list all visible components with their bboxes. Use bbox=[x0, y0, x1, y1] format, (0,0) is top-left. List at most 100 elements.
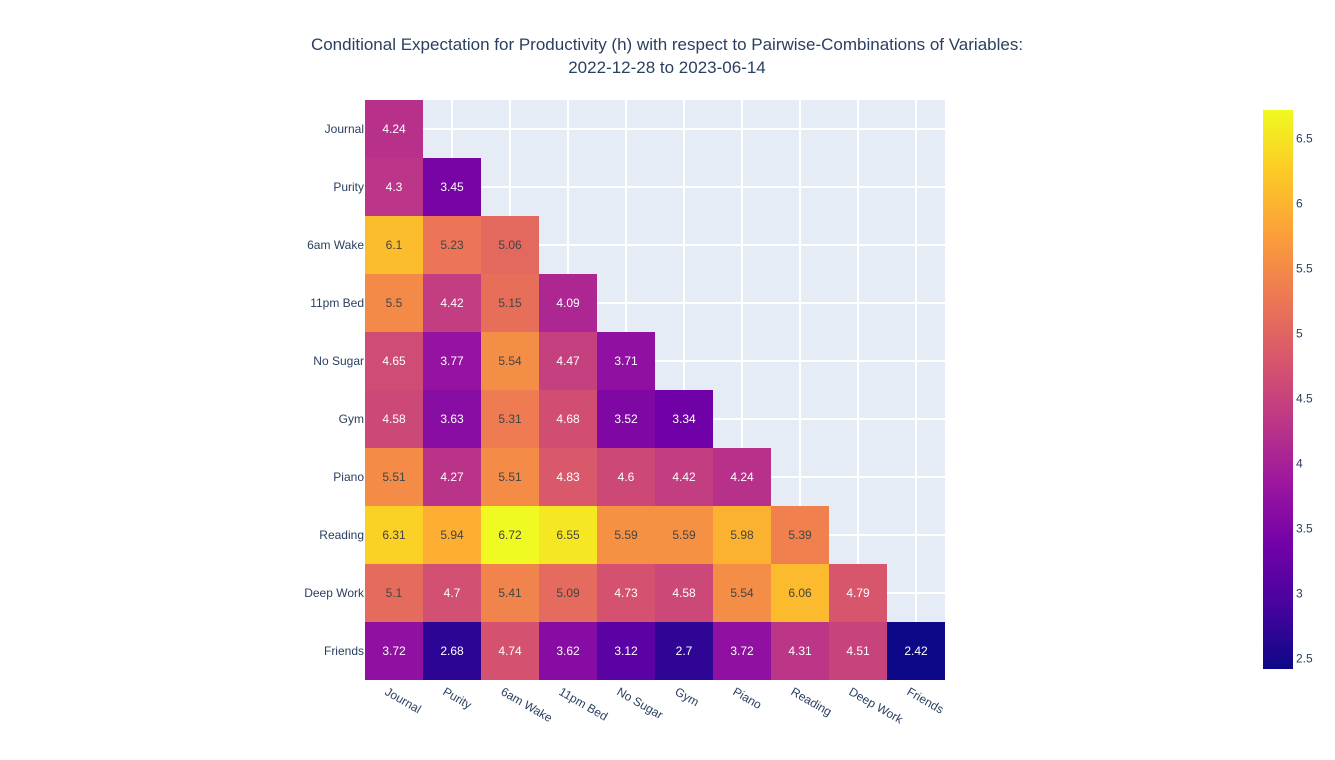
heatmap-cell bbox=[655, 390, 713, 448]
y-tick-label: Journal bbox=[325, 122, 364, 136]
heatmap-cell bbox=[771, 506, 829, 564]
cell-value-label: 4.74 bbox=[498, 644, 522, 658]
chart-subtitle: 2022-12-28 to 2023-06-14 bbox=[568, 58, 766, 77]
heatmap-cell bbox=[365, 390, 423, 448]
heatmap-cell bbox=[597, 390, 655, 448]
cell-value-label: 3.72 bbox=[382, 644, 406, 658]
cell-value-label: 4.65 bbox=[382, 354, 406, 368]
cell-value-label: 5.39 bbox=[788, 528, 812, 542]
cell-value-label: 4.24 bbox=[730, 470, 754, 484]
cell-value-label: 5.31 bbox=[498, 412, 522, 426]
heatmap-cell bbox=[539, 448, 597, 506]
heatmap-cell bbox=[481, 506, 539, 564]
heatmap-cell bbox=[365, 100, 423, 158]
heatmap-cell bbox=[539, 390, 597, 448]
heatmap-cell bbox=[829, 622, 887, 680]
cell-value-label: 5.09 bbox=[556, 586, 580, 600]
y-tick-label: 11pm Bed bbox=[310, 296, 364, 310]
heatmap-cell bbox=[481, 564, 539, 622]
heatmap-cells bbox=[365, 100, 945, 680]
cell-value-label: 3.77 bbox=[440, 354, 464, 368]
heatmap-cell bbox=[365, 622, 423, 680]
cell-value-label: 6.1 bbox=[386, 238, 403, 252]
heatmap-cell bbox=[655, 622, 713, 680]
heatmap-cell bbox=[539, 564, 597, 622]
colorbar-tick-label: 5 bbox=[1296, 327, 1303, 341]
y-tick-label: Gym bbox=[339, 412, 364, 426]
heatmap-cell bbox=[423, 332, 481, 390]
heatmap-cell bbox=[655, 564, 713, 622]
heatmap-cell bbox=[771, 622, 829, 680]
heatmap-cell bbox=[423, 448, 481, 506]
colorbar-tick-label: 6 bbox=[1296, 197, 1303, 211]
heatmap-cell bbox=[539, 622, 597, 680]
y-tick-label: Purity bbox=[333, 180, 364, 194]
heatmap-cell bbox=[539, 332, 597, 390]
cell-value-label: 6.31 bbox=[382, 528, 406, 542]
heatmap-cell bbox=[423, 390, 481, 448]
y-tick-label: Piano bbox=[333, 470, 364, 484]
heatmap-cell bbox=[365, 274, 423, 332]
cell-value-label: 2.68 bbox=[440, 644, 464, 658]
cell-value-label: 4.79 bbox=[846, 586, 870, 600]
cell-value-label: 4.58 bbox=[382, 412, 406, 426]
y-tick-label: 6am Wake bbox=[307, 238, 364, 252]
heatmap-cell bbox=[423, 564, 481, 622]
x-tick-label: Friends bbox=[905, 684, 947, 716]
cell-value-label: 4.7 bbox=[444, 586, 461, 600]
y-tick-label: Friends bbox=[324, 644, 364, 658]
x-tick-label: Gym bbox=[673, 684, 702, 709]
heatmap-cell bbox=[481, 390, 539, 448]
colorbar-ticks: 2.5 3 3.5 4 4.5 5 5.5 6 6.5 bbox=[1296, 132, 1313, 666]
colorbar-tick-label: 6.5 bbox=[1296, 132, 1313, 146]
heatmap-cell bbox=[713, 622, 771, 680]
cell-value-label: 4.31 bbox=[788, 644, 812, 658]
x-tick-label: Deep Work bbox=[847, 684, 907, 727]
heatmap-cell bbox=[365, 448, 423, 506]
heatmap-cell bbox=[365, 158, 423, 216]
heatmap-cell bbox=[481, 332, 539, 390]
heatmap-cell bbox=[713, 448, 771, 506]
heatmap-cell bbox=[365, 506, 423, 564]
cell-value-label: 4.47 bbox=[556, 354, 580, 368]
cell-value-label: 4.3 bbox=[386, 180, 403, 194]
cell-value-label: 5.59 bbox=[614, 528, 638, 542]
heatmap-cell bbox=[597, 506, 655, 564]
cell-value-label: 3.71 bbox=[614, 354, 638, 368]
cell-value-label: 5.54 bbox=[498, 354, 522, 368]
x-tick-label: Purity bbox=[441, 684, 475, 711]
cell-value-label: 4.58 bbox=[672, 586, 696, 600]
cell-value-label: 5.15 bbox=[498, 296, 522, 310]
heatmap-cell bbox=[423, 216, 481, 274]
heatmap-cell bbox=[481, 622, 539, 680]
heatmap-cell bbox=[423, 274, 481, 332]
heatmap-cell bbox=[365, 332, 423, 390]
heatmap-cell bbox=[597, 564, 655, 622]
heatmap-cell bbox=[597, 332, 655, 390]
chart-title: Conditional Expectation for Productivity… bbox=[311, 35, 1023, 54]
cell-value-label: 5.23 bbox=[440, 238, 464, 252]
heatmap-cell bbox=[713, 506, 771, 564]
x-tick-label: Reading bbox=[789, 684, 835, 718]
cell-value-label: 3.34 bbox=[672, 412, 696, 426]
cell-value-label: 6.06 bbox=[788, 586, 812, 600]
cell-value-label: 3.72 bbox=[730, 644, 754, 658]
colorbar-tick-label: 3.5 bbox=[1296, 522, 1313, 536]
cell-value-label: 2.7 bbox=[676, 644, 693, 658]
y-axis-ticks: Journal Purity 6am Wake 11pm Bed No Sugar Gym… bbox=[304, 122, 365, 658]
colorbar-tick-label: 5.5 bbox=[1296, 262, 1313, 276]
heatmap-cell bbox=[423, 158, 481, 216]
y-tick-label: Deep Work bbox=[304, 586, 365, 600]
cell-value-label: 2.42 bbox=[904, 644, 928, 658]
cell-value-label: 5.59 bbox=[672, 528, 696, 542]
cell-value-label: 5.98 bbox=[730, 528, 754, 542]
heatmap-cell bbox=[597, 448, 655, 506]
cell-value-label: 5.94 bbox=[440, 528, 464, 542]
heatmap-cell bbox=[655, 448, 713, 506]
colorbar-tick-label: 3 bbox=[1296, 587, 1303, 601]
colorbar-tick-label: 4.5 bbox=[1296, 392, 1313, 406]
cell-value-label: 4.83 bbox=[556, 470, 580, 484]
cell-value-label: 5.1 bbox=[386, 586, 403, 600]
heatmap-cell bbox=[597, 622, 655, 680]
cell-value-label: 5.41 bbox=[498, 586, 522, 600]
